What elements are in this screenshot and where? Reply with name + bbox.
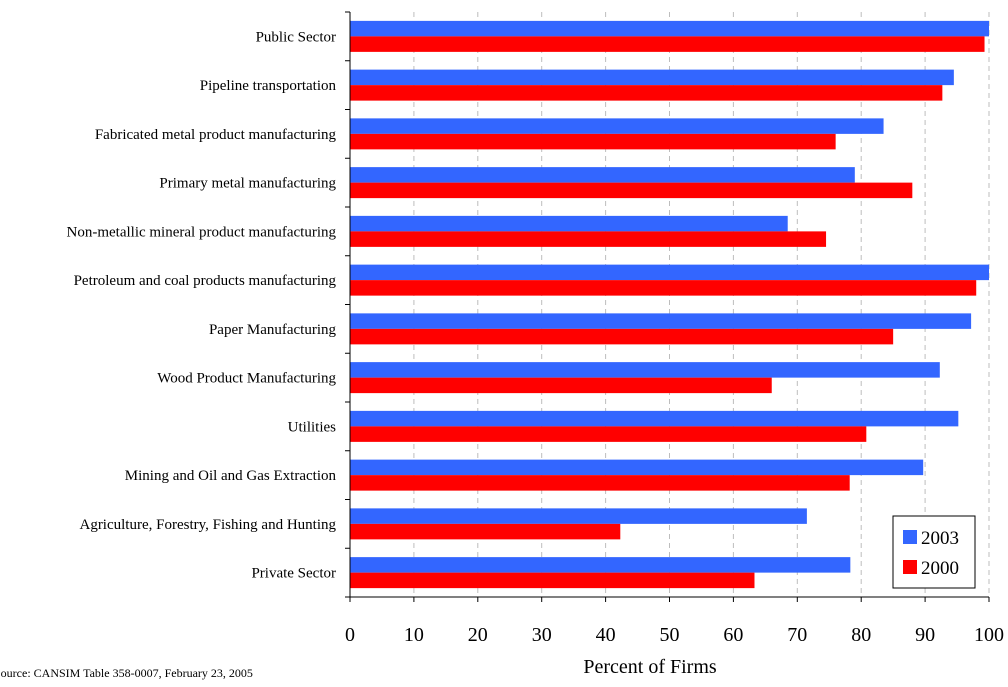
bar-2003-8 — [350, 410, 959, 427]
category-label: Public Sector — [256, 29, 336, 45]
bar-2003-1 — [350, 69, 954, 86]
legend-label: 2003 — [921, 528, 959, 549]
x-tick-label: 20 — [468, 624, 488, 646]
category-label: Wood Product Manufacturing — [157, 371, 336, 387]
category-label: Paper Manufacturing — [209, 322, 337, 338]
source-note: Source: CANSIM Table 358-0007, February … — [0, 666, 253, 680]
bar-2003-6 — [350, 313, 972, 329]
bar-2003-3 — [350, 167, 855, 183]
x-tick-label: 70 — [787, 624, 807, 646]
x-tick-label: 40 — [596, 624, 616, 646]
category-label: Private Sector — [251, 566, 336, 582]
grid-lines — [413, 12, 990, 597]
category-label: Petroleum and coal products manufacturin… — [74, 273, 337, 289]
legend: 2003 2000 — [892, 515, 976, 589]
bars — [350, 20, 989, 589]
legend-label: 2000 — [921, 558, 959, 579]
bar-2000-0 — [350, 36, 985, 52]
legend-swatch-2000 — [903, 560, 917, 574]
x-tick-label: 100 — [974, 624, 1004, 646]
category-labels: Public Sector Pipeline transportation Fabr… — [67, 29, 337, 581]
category-label: Non-metallic mineral product manufacturi… — [67, 224, 337, 240]
x-tick-label: 30 — [532, 624, 552, 646]
category-label: Mining and Oil and Gas Extraction — [125, 468, 337, 484]
category-label: Pipeline transportation — [200, 78, 337, 94]
bar-2000-10 — [350, 523, 621, 540]
bar-2003-7 — [350, 362, 940, 378]
bar-2000-6 — [350, 328, 894, 345]
bar-2000-8 — [350, 426, 867, 442]
bar-2000-3 — [350, 182, 913, 199]
bar-2000-4 — [350, 231, 827, 247]
x-tick-label: 60 — [723, 624, 743, 646]
bar-2003-0 — [350, 20, 989, 37]
x-tick-label: 80 — [851, 624, 871, 646]
bar-2003-9 — [350, 459, 924, 476]
bar-2000-5 — [350, 280, 977, 296]
bar-2003-5 — [350, 264, 989, 281]
legend-box — [892, 515, 976, 589]
category-label: Primary metal manufacturing — [159, 176, 336, 192]
bar-2000-7 — [350, 377, 772, 394]
category-label: Utilities — [288, 419, 336, 435]
x-axis-title: Percent of Firms — [583, 656, 717, 678]
bar-2003-11 — [350, 557, 851, 573]
x-tick-labels: 0 10 20 30 40 50 60 70 80 90 100 — [345, 624, 1004, 646]
x-tick-label: 90 — [915, 624, 935, 646]
bar-2000-11 — [350, 572, 755, 589]
bar-2003-2 — [350, 118, 884, 134]
bar-2000-1 — [350, 85, 943, 101]
bar-2000-9 — [350, 475, 850, 491]
bar-2003-4 — [350, 215, 788, 232]
x-tick-label: 0 — [345, 624, 355, 646]
category-label: Fabricated metal product manufacturing — [95, 127, 337, 143]
category-label: Agriculture, Forestry, Fishing and Hunti… — [79, 517, 336, 533]
legend-swatch-2003 — [903, 530, 917, 544]
x-tick-label: 10 — [404, 624, 424, 646]
x-tick-label: 50 — [660, 624, 680, 646]
bar-2003-10 — [350, 508, 807, 524]
bar-2000-2 — [350, 133, 836, 150]
axes — [345, 11, 990, 602]
